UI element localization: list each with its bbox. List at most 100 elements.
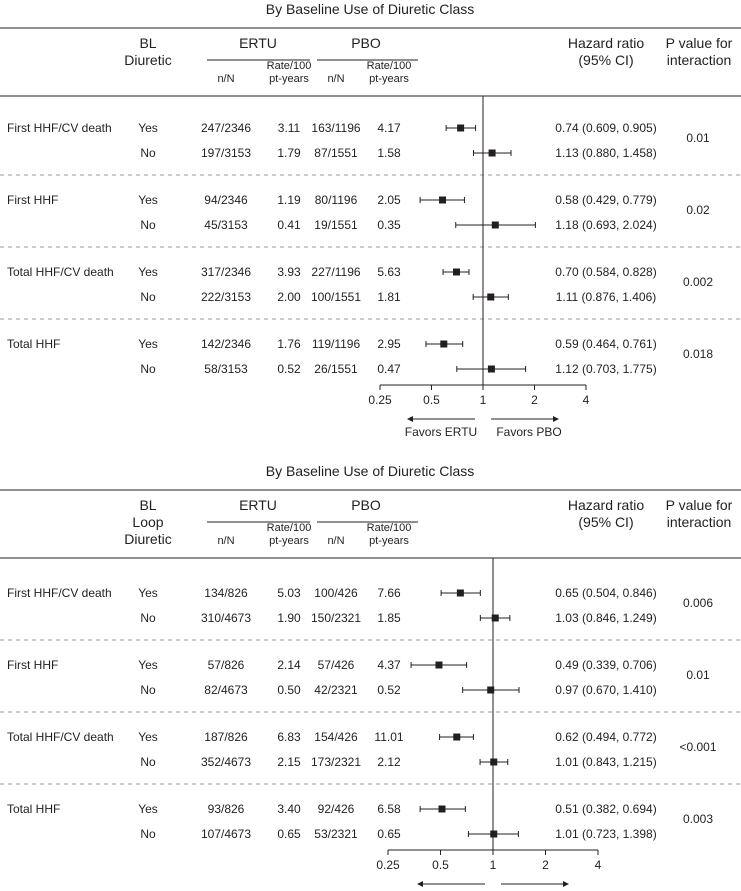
favors-pbo-arrowhead — [563, 881, 569, 887]
x-axis-tick-label: 0.25 — [368, 393, 392, 407]
favors-ertu-arrowhead — [417, 881, 423, 887]
row-subgroup: Yes — [138, 121, 158, 135]
row-pbo-nN: 26/1551 — [314, 362, 358, 376]
table-row: No 58/3153 0.52 26/1551 0.47 1.12 (0.703, 1.7… — [140, 362, 656, 376]
header-ertu: ERTU — [239, 35, 277, 51]
subgroup-label: Total HHF — [7, 337, 60, 351]
row-pbo-nN: 163/1196 — [311, 121, 360, 135]
x-axis-tick-label: 0.5 — [432, 858, 449, 872]
row-subgroup: Yes — [138, 586, 158, 600]
x-axis-tick-label: 1 — [480, 393, 487, 407]
x-axis-tick-label: 2 — [531, 393, 538, 407]
row-subgroup: No — [140, 827, 156, 841]
subgroup-block: Total HHF 0.018 Yes 142/2346 1.76 119/1196 2.9… — [7, 337, 713, 376]
favors-ertu-label: Favors ERTU — [405, 425, 477, 439]
row-ertu-rate: 3.93 — [277, 265, 301, 279]
row-ertu-nN: 222/3153 — [201, 290, 251, 304]
row-ertu-rate: 1.19 — [277, 193, 301, 207]
row-ertu-nN: 134/826 — [204, 586, 248, 600]
row-subgroup: Yes — [138, 337, 158, 351]
header-pbo-rate-line-1: Rate/100 — [367, 522, 412, 534]
header-ertu-nN: n/N — [217, 535, 234, 547]
hazard-ratio-point — [487, 686, 495, 694]
x-axis-tick-label: 0.5 — [423, 393, 440, 407]
row-hazard-ratio-text: 0.58 (0.429, 0.779) — [555, 193, 656, 207]
header-pbo-rate-line-1: Rate/100 — [367, 60, 412, 72]
subgroup-label: Total HHF/CV death — [7, 265, 114, 279]
x-axis-tick-label: 4 — [583, 393, 590, 407]
row-pbo-nN: 57/426 — [318, 658, 355, 672]
subgroup-label: First HHF — [7, 193, 58, 207]
row-ertu-nN: 57/826 — [208, 658, 245, 672]
table-row: Yes 317/2346 3.93 227/1196 5.63 0.70 (0.584, … — [138, 265, 657, 279]
row-ertu-nN: 82/4673 — [204, 683, 248, 697]
p-value-interaction: 0.002 — [683, 275, 713, 289]
subgroup-label: First HHF/CV death — [7, 121, 112, 135]
table-row: No 45/3153 0.41 19/1551 0.35 1.18 (0.693, 2.0… — [140, 218, 656, 232]
table-row: No 82/4673 0.50 42/2321 0.52 0.97 (0.670, 1.4… — [140, 683, 656, 697]
row-pbo-rate: 0.35 — [377, 218, 401, 232]
row-subgroup: No — [140, 683, 156, 697]
favors-ertu-arrowhead — [407, 416, 413, 422]
row-ertu-rate: 2.00 — [277, 290, 301, 304]
row-ertu-nN: 58/3153 — [204, 362, 248, 376]
row-pbo-rate: 4.17 — [377, 121, 401, 135]
hazard-ratio-point — [487, 293, 495, 301]
row-ertu-rate: 1.76 — [277, 337, 301, 351]
row-pbo-nN: 227/1196 — [311, 265, 360, 279]
header-ertu-rate-line-1: Rate/100 — [267, 522, 312, 534]
subgroup-block: First HHF/CV death 0.006 Yes 134/826 5.03 100… — [7, 586, 713, 625]
row-pbo-nN: 100/1551 — [311, 290, 361, 304]
header-pbo-rate-line-2: pt-years — [369, 535, 409, 547]
table-row: No 197/3153 1.79 87/1551 1.58 1.13 (0.880, 1.… — [140, 146, 656, 160]
row-pbo-nN: 173/2321 — [311, 755, 361, 769]
subgroup-block: First HHF/CV death 0.01 Yes 247/2346 3.11 163… — [7, 121, 710, 160]
header-hazard-ratio-line-1: Hazard ratio — [568, 497, 644, 513]
row-hazard-ratio-text: 1.13 (0.880, 1.458) — [555, 146, 656, 160]
table-row: No 222/3153 2.00 100/1551 1.81 1.11 (0.876, 1… — [140, 290, 656, 304]
row-pbo-rate: 0.47 — [377, 362, 401, 376]
hazard-ratio-point — [453, 733, 461, 741]
table-row: Yes 94/2346 1.19 80/1196 2.05 0.58 (0.429, 0.… — [138, 193, 657, 207]
header-subgroup-line-1: BL — [139, 497, 156, 513]
row-pbo-nN: 100/426 — [314, 586, 358, 600]
row-ertu-nN: 310/4673 — [201, 611, 251, 625]
subgroup-block: Total HHF/CV death <0.001 Yes 187/826 6.83 15… — [7, 730, 717, 769]
subgroup-label: Total HHF/CV death — [7, 730, 114, 744]
forest-panel-2: By Baseline Use of Diuretic Class BLLoopD… — [0, 463, 741, 891]
row-pbo-rate: 1.58 — [377, 146, 401, 160]
header-ertu: ERTU — [239, 497, 277, 513]
row-subgroup: No — [140, 362, 156, 376]
table-row: Yes 247/2346 3.11 163/1196 4.17 0.74 (0.609, … — [138, 121, 657, 135]
row-pbo-nN: 19/1551 — [314, 218, 358, 232]
row-ertu-nN: 45/3153 — [204, 218, 248, 232]
forest-panel-1: By Baseline Use of Diuretic Class BLDiure… — [0, 1, 741, 439]
table-row: Yes 142/2346 1.76 119/1196 2.95 0.59 (0.464, … — [138, 337, 657, 351]
subgroup-label: First HHF — [7, 658, 58, 672]
row-ertu-nN: 93/826 — [208, 802, 245, 816]
row-hazard-ratio-text: 1.01 (0.723, 1.398) — [555, 827, 656, 841]
header-pbo: PBO — [351, 35, 381, 51]
row-ertu-rate: 3.40 — [277, 802, 301, 816]
header-subgroup-line-2: Loop — [132, 514, 163, 530]
p-value-interaction: 0.01 — [686, 668, 710, 682]
row-subgroup: No — [140, 146, 156, 160]
hazard-ratio-point — [487, 365, 495, 373]
row-pbo-rate: 7.66 — [377, 586, 401, 600]
row-subgroup: Yes — [138, 658, 158, 672]
subgroup-block: First HHF 0.02 Yes 94/2346 1.19 80/1196 2.05 0.… — [7, 193, 710, 232]
header-ertu-rate-line-2: pt-years — [269, 73, 309, 85]
p-value-interaction: 0.01 — [686, 131, 710, 145]
row-pbo-rate: 1.81 — [377, 290, 401, 304]
row-ertu-nN: 247/2346 — [201, 121, 251, 135]
row-hazard-ratio-text: 1.12 (0.703, 1.775) — [555, 362, 656, 376]
row-pbo-rate: 11.01 — [374, 730, 403, 744]
row-pbo-nN: 154/426 — [314, 730, 358, 744]
row-pbo-rate: 6.58 — [377, 802, 401, 816]
row-ertu-rate: 1.90 — [277, 611, 301, 625]
row-pbo-nN: 92/426 — [318, 802, 355, 816]
subgroup-block: First HHF 0.01 Yes 57/826 2.14 57/426 4.37 0.49… — [7, 658, 710, 697]
hazard-ratio-point — [456, 589, 464, 597]
row-ertu-rate: 0.50 — [277, 683, 301, 697]
subgroup-label: First HHF/CV death — [7, 586, 112, 600]
